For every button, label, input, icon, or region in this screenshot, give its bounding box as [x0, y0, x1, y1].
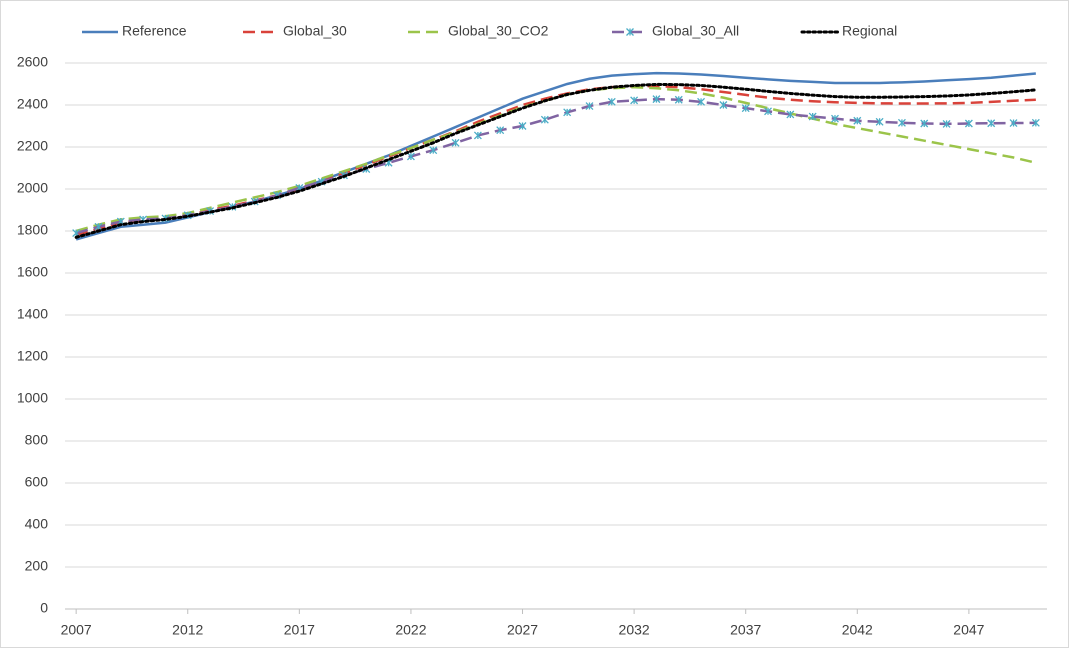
series-marker	[406, 152, 415, 161]
x-tick-label: 2047	[953, 622, 984, 638]
series-marker	[697, 97, 706, 106]
y-tick-label: 1200	[17, 348, 48, 364]
series-marker	[674, 95, 683, 104]
y-tick-label: 800	[25, 432, 49, 448]
legend-label: Regional	[842, 23, 897, 39]
y-tick-label: 2200	[17, 138, 48, 154]
legend-label: Global_30_All	[652, 23, 739, 39]
series-marker	[496, 126, 505, 135]
series-marker	[1031, 118, 1040, 127]
y-tick-label: 1000	[17, 390, 48, 406]
series-marker	[630, 96, 639, 105]
y-tick-label: 600	[25, 474, 49, 490]
legend-label: Global_30	[283, 23, 347, 39]
series-marker	[987, 119, 996, 128]
y-tick-label: 2600	[17, 54, 48, 70]
y-tick-label: 2400	[17, 96, 48, 112]
series-marker	[920, 119, 929, 128]
x-tick-label: 2042	[842, 622, 873, 638]
series-marker	[473, 131, 482, 140]
x-tick-label: 2012	[172, 622, 203, 638]
series-marker	[540, 115, 549, 124]
series-marker	[741, 104, 750, 113]
legend-label: Global_30_CO2	[448, 23, 549, 39]
legend-label: Reference	[122, 23, 187, 39]
x-tick-label: 2007	[61, 622, 92, 638]
series-marker	[429, 146, 438, 155]
x-tick-label: 2037	[730, 622, 761, 638]
series-marker	[764, 107, 772, 116]
x-tick-label: 2032	[619, 622, 650, 638]
y-tick-label: 0	[40, 600, 48, 616]
series-marker	[451, 138, 460, 147]
y-tick-label: 200	[25, 558, 49, 574]
y-tick-label: 400	[25, 516, 49, 532]
series-marker	[853, 116, 862, 125]
series-marker	[563, 108, 572, 117]
y-tick-label: 1400	[17, 306, 48, 322]
x-tick-label: 2022	[395, 622, 426, 638]
series-marker	[719, 101, 728, 109]
x-tick-label: 2017	[284, 622, 315, 638]
series-line	[74, 82, 1038, 239]
legend-marker	[626, 28, 634, 36]
series-marker	[585, 102, 594, 111]
x-tick-label: 2027	[507, 622, 538, 638]
series-marker	[518, 122, 527, 130]
series-marker	[808, 112, 817, 121]
series-marker	[94, 222, 103, 231]
y-tick-label: 1600	[17, 264, 48, 280]
y-tick-label: 2000	[17, 180, 48, 196]
series-marker	[897, 118, 906, 127]
series-marker	[786, 110, 795, 119]
series-marker	[875, 117, 884, 126]
series-marker	[942, 119, 951, 128]
y-tick-label: 1800	[17, 222, 48, 238]
series-marker	[1009, 119, 1018, 128]
series-marker	[964, 119, 973, 128]
series-line	[75, 85, 1037, 233]
series-marker	[652, 95, 661, 104]
series-marker	[831, 114, 839, 123]
series-line	[75, 97, 1036, 235]
series-marker	[607, 97, 616, 106]
